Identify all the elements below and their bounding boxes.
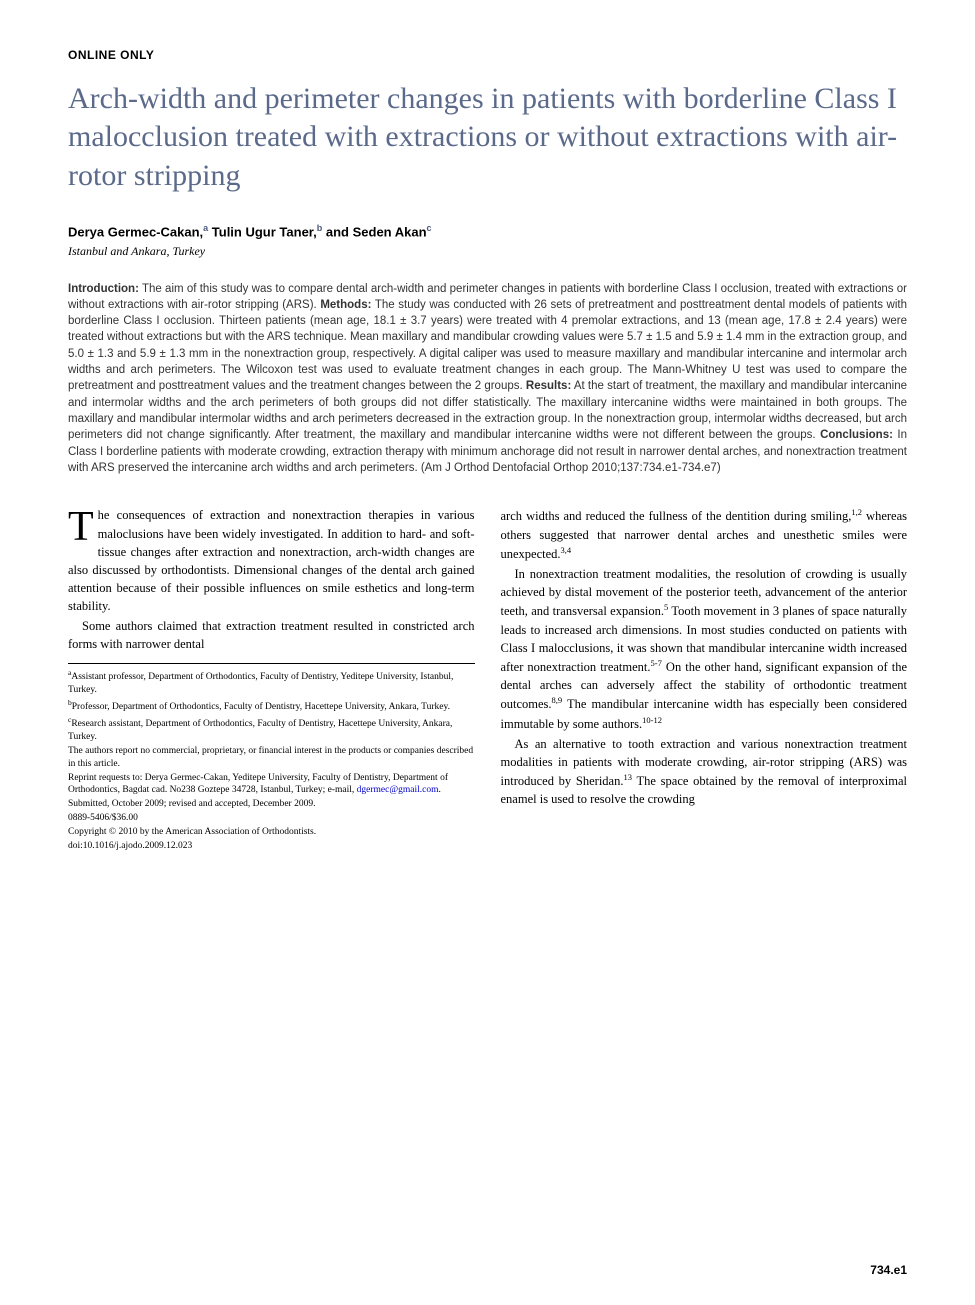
footnotes-block: aAssistant professor, Department of Orth… (68, 663, 475, 852)
article-title: Arch-width and perimeter changes in pati… (68, 80, 907, 195)
affiliation-location: Istanbul and Ankara, Turkey (68, 244, 907, 259)
footnote-b-text: Professor, Department of Orthodontics, F… (72, 702, 450, 712)
body-r-p1-a: arch widths and reduced the fullness of … (501, 510, 852, 524)
body-p1-text: he consequences of extraction and nonext… (68, 508, 475, 613)
footnote-disclosure: The authors report no commercial, propri… (68, 745, 475, 771)
body-r-p1: arch widths and reduced the fullness of … (501, 506, 908, 563)
authors-line: Derya Germec-Cakan,a Tulin Ugur Taner,b … (68, 223, 907, 239)
footnote-c: cResearch assistant, Department of Ortho… (68, 715, 475, 744)
abstract-methods-label: Methods: (320, 299, 371, 311)
ref-sup-8-9: 8,9 (552, 695, 563, 705)
footnote-email[interactable]: dgermec@gmail.com (357, 785, 439, 795)
footnote-b: bProfessor, Department of Orthodontics, … (68, 698, 475, 714)
footnote-a: aAssistant professor, Department of Orth… (68, 668, 475, 697)
abstract-results-label: Results: (526, 380, 571, 392)
footnote-copyright: Copyright © 2010 by the American Associa… (68, 826, 475, 839)
page-number: 734.e1 (870, 1263, 907, 1277)
footnote-a-text: Assistant professor, Department of Ortho… (68, 673, 453, 696)
abstract-block: Introduction: The aim of this study was … (68, 281, 907, 477)
abstract-intro-label: Introduction: (68, 283, 139, 295)
body-r-p2: In nonextraction treatment modalities, t… (501, 565, 908, 733)
abstract-conclusions-label: Conclusions: (820, 429, 893, 441)
author-1-sup: a (203, 223, 208, 233)
body-r-p2-d: The mandibular intercanine width has esp… (501, 697, 908, 730)
footnote-doi: doi:10.1016/j.ajodo.2009.12.023 (68, 840, 475, 853)
body-r-p3: As an alternative to tooth extraction an… (501, 735, 908, 809)
ref-sup-5-7: 5-7 (651, 658, 662, 668)
body-columns: The consequences of extraction and nonex… (68, 506, 907, 853)
footnote-c-text: Research assistant, Department of Orthod… (68, 719, 452, 742)
footnote-reprint-end: . (438, 785, 440, 795)
ref-sup-3-4: 3,4 (561, 545, 572, 555)
ref-sup-10-12: 10-12 (642, 715, 662, 725)
footnote-issn: 0889-5406/$36.00 (68, 812, 475, 825)
section-label: ONLINE ONLY (68, 48, 907, 62)
body-p1: The consequences of extraction and nonex… (68, 506, 475, 615)
author-3-sup: c (427, 223, 432, 233)
author-2: Tulin Ugur Taner, (212, 225, 317, 240)
ref-sup-13: 13 (623, 772, 632, 782)
abstract-methods: The study was conducted with 26 sets of … (68, 299, 907, 393)
footnote-reprint: Reprint requests to: Derya Germec-Cakan,… (68, 772, 475, 798)
column-right: arch widths and reduced the fullness of … (501, 506, 908, 853)
footnote-submitted: Submitted, October 2009; revised and acc… (68, 798, 475, 811)
column-left: The consequences of extraction and nonex… (68, 506, 475, 853)
author-1: Derya Germec-Cakan, (68, 225, 203, 240)
dropcap: T (68, 506, 98, 546)
author-3: and Seden Akan (326, 225, 427, 240)
body-p2: Some authors claimed that extraction tre… (68, 617, 475, 653)
ref-sup-1-2: 1,2 (851, 507, 862, 517)
author-2-sup: b (317, 223, 323, 233)
